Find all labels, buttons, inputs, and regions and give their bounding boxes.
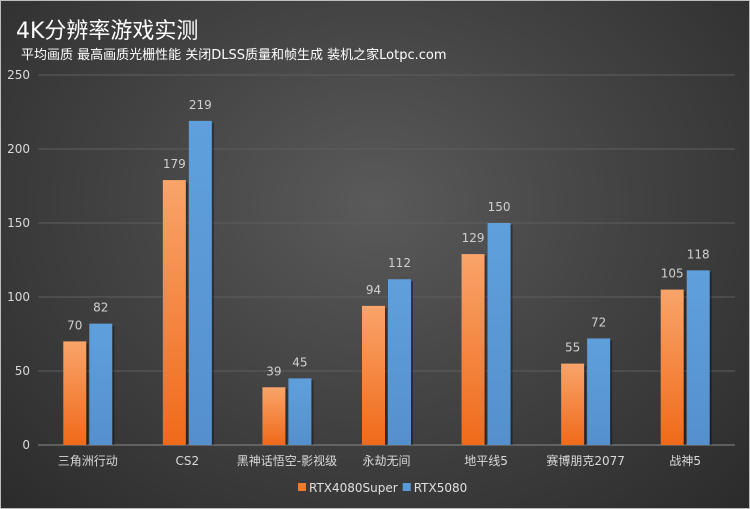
- bar-RTX5080: [388, 279, 411, 445]
- data-label: 150: [488, 200, 511, 214]
- data-label: 112: [388, 256, 411, 270]
- bar-RTX4080Super: [461, 254, 485, 445]
- legend-swatch-RTX5080: [402, 483, 411, 491]
- bar-RTX4080Super: [162, 180, 186, 445]
- x-tick-label: 三角洲行动: [58, 454, 118, 468]
- bar-RTX4080Super: [262, 387, 286, 445]
- bar-RTX5080: [487, 223, 511, 445]
- data-label: 94: [366, 283, 381, 297]
- chart-title: 4K分辨率游戏实测: [16, 19, 199, 44]
- chart-subtitle: 平均画质 最高画质光栅性能 关闭DLSS质量和帧生成 装机之家Lotpc.com: [21, 48, 447, 63]
- x-tick-label: 永劫无间: [362, 454, 410, 468]
- legend-label: RTX5080: [414, 481, 468, 495]
- y-tick-label: 200: [7, 142, 30, 156]
- x-tick-label: CS2: [176, 454, 200, 468]
- data-label: 39: [266, 364, 281, 378]
- data-label: 70: [67, 318, 82, 332]
- bar-RTX4080Super: [660, 289, 684, 445]
- y-tick-label: 100: [7, 290, 30, 304]
- data-label: 82: [93, 301, 108, 315]
- bar-RTX4080Super: [561, 363, 585, 445]
- bar-RTX5080: [89, 323, 113, 445]
- legend-swatch-RTX4080Super: [298, 483, 306, 491]
- bar-RTX5080: [188, 120, 212, 445]
- x-tick-label: 赛博朋克2077: [546, 453, 625, 468]
- x-tick-label: 地平线5: [464, 454, 508, 468]
- bar-RTX5080: [587, 338, 611, 445]
- data-label: 219: [189, 98, 212, 112]
- bar-RTX5080: [686, 270, 710, 445]
- data-label: 55: [565, 341, 580, 355]
- data-label: 72: [591, 315, 606, 329]
- x-tick-label: 战神5: [669, 454, 701, 468]
- data-label: 129: [462, 231, 485, 245]
- bar-RTX4080Super: [63, 341, 87, 445]
- y-tick-label: 150: [7, 216, 30, 230]
- x-tick-label: 黑神话悟空-影视级: [237, 453, 337, 468]
- bar-RTX4080Super: [362, 305, 385, 445]
- data-label: 118: [687, 247, 710, 261]
- y-tick-label: 50: [15, 364, 30, 378]
- y-tick-label: 0: [22, 438, 30, 452]
- y-tick-label: 250: [7, 68, 30, 82]
- bar-RTX5080: [288, 378, 312, 445]
- legend-label: RTX4080Super: [309, 481, 398, 495]
- data-label: 45: [292, 355, 307, 369]
- data-label: 179: [163, 157, 186, 171]
- data-label: 105: [661, 267, 684, 281]
